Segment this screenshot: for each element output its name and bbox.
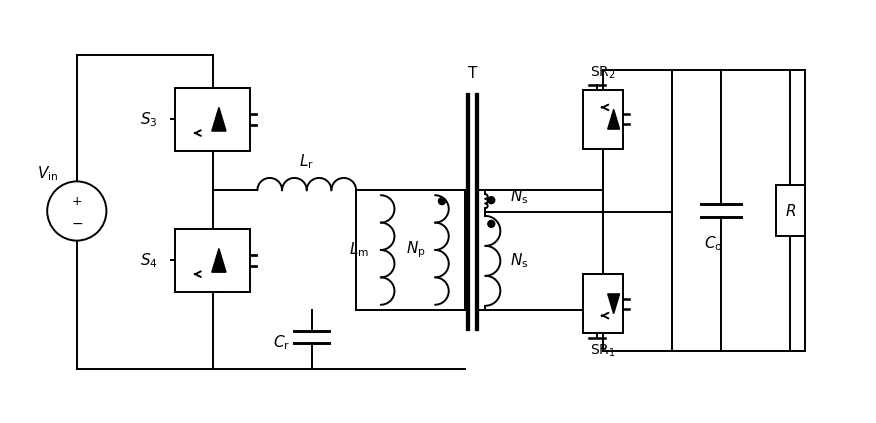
Text: $-$: $-$ bbox=[71, 216, 83, 230]
Bar bbox=[775, 185, 805, 236]
Polygon shape bbox=[608, 294, 619, 313]
Text: $R$: $R$ bbox=[785, 203, 796, 219]
Polygon shape bbox=[608, 110, 619, 129]
Text: $V_{\mathrm{in}}$: $V_{\mathrm{in}}$ bbox=[37, 165, 58, 184]
Bar bbox=[175, 88, 251, 151]
Bar bbox=[175, 229, 251, 292]
Text: $S_3$: $S_3$ bbox=[140, 110, 158, 129]
Circle shape bbox=[488, 197, 495, 203]
Text: $N_\mathrm{p}$: $N_\mathrm{p}$ bbox=[406, 240, 425, 260]
Circle shape bbox=[488, 220, 495, 227]
Text: $S_4$: $S_4$ bbox=[140, 251, 158, 270]
Text: T: T bbox=[468, 66, 477, 81]
Text: $\mathrm{SR}_1$: $\mathrm{SR}_1$ bbox=[590, 342, 616, 359]
Text: $N_\mathrm{s}$: $N_\mathrm{s}$ bbox=[510, 187, 528, 206]
Polygon shape bbox=[212, 107, 226, 131]
Text: $L_\mathrm{r}$: $L_\mathrm{r}$ bbox=[300, 152, 314, 170]
Text: $+$: $+$ bbox=[71, 195, 82, 208]
Circle shape bbox=[439, 198, 445, 205]
Bar bbox=[583, 90, 623, 149]
Text: $L_\mathrm{m}$: $L_\mathrm{m}$ bbox=[349, 241, 369, 259]
Polygon shape bbox=[212, 248, 226, 272]
Text: $C_\mathrm{r}$: $C_\mathrm{r}$ bbox=[272, 333, 290, 352]
Bar bbox=[583, 274, 623, 333]
Text: $\mathrm{SR}_2$: $\mathrm{SR}_2$ bbox=[590, 64, 616, 81]
Text: $N_\mathrm{s}$: $N_\mathrm{s}$ bbox=[510, 252, 528, 270]
Text: $C_\mathrm{o}$: $C_\mathrm{o}$ bbox=[704, 234, 723, 253]
